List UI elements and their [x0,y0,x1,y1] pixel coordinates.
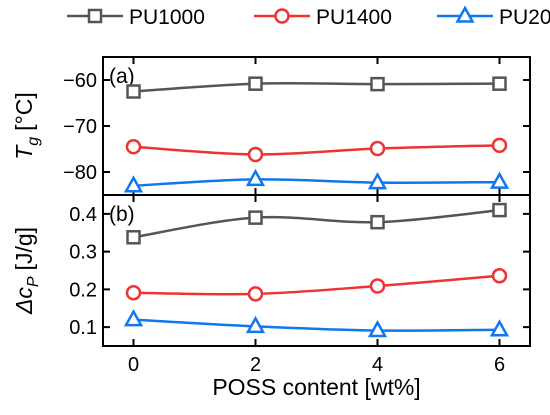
panel-b-y-axis-title-main: Δc [11,287,37,315]
series-line-pu1400 [133,144,500,156]
data-point-pu2000 [123,175,144,193]
legend-marker-square [87,8,103,24]
data-point-pu2000 [489,171,510,189]
panel-a-series [123,76,510,193]
panel-b-y-axis-title: ΔcP [J/g] [11,227,42,315]
y-tick-label: 0.1 [69,317,97,339]
series-line-pu1000 [133,208,500,239]
panel-a-y-axis-title-sub: g [25,137,42,146]
data-point-pu1000 [492,76,507,91]
panel-b-y-axis-title-sub: P [25,276,42,287]
y-tick-label: 0.3 [69,242,97,264]
data-point-pu2000 [367,172,388,190]
series-line-pu1400 [133,274,500,296]
legend-entry-pu1000: PU1000 [67,6,205,29]
y-tick-label: −80 [63,162,97,184]
panel-b-y-axis-title-unit: [J/g] [11,227,37,270]
data-point-pu1400 [491,137,508,154]
data-point-pu1400 [491,268,508,284]
data-point-pu1000 [370,214,385,230]
data-point-pu1400 [247,286,264,302]
data-point-pu2000 [245,168,266,187]
data-point-pu2000 [123,309,144,327]
data-point-pu1000 [126,84,141,99]
legend-entry-pu1400: PU1400 [254,6,392,29]
x-tick-label: 2 [250,354,261,376]
legend-marker-triangle [455,5,475,23]
panel-b-x-ticks: 0 2 4 6 [128,195,505,376]
panel-b-series [123,202,510,338]
series-line-pu2000 [133,318,500,332]
legend-label: PU1000 [129,6,205,29]
x-tick-label: 6 [494,354,505,376]
x-tick-label: 0 [128,354,139,376]
panel-a-y-ticks: −80 −70 −60 [63,70,530,184]
panel-a-tg: (a) −80 −70 −60 Tg [°C] [11,56,531,196]
data-point-pu2000 [489,319,510,337]
legend-entry-pu2000: PU2000 [437,5,550,29]
panel-b-y-ticks: 0.1 0.2 0.3 0.4 [69,204,530,339]
series-line-pu2000 [133,178,500,188]
legend-label: PU2000 [499,6,550,29]
y-tick-label: −70 [63,116,97,138]
panel-b-frame [102,194,531,347]
panel-b-label: (b) [109,203,135,226]
data-point-pu1400 [369,140,386,157]
series-line-pu1000 [133,81,500,93]
legend-label: PU1400 [316,6,392,29]
data-point-pu1400 [247,146,264,163]
panel-a-label: (a) [109,65,135,88]
y-tick-label: 0.2 [69,279,97,301]
data-point-pu1000 [492,202,507,218]
data-point-pu1000 [248,76,263,91]
data-point-pu1000 [126,230,141,245]
data-point-pu2000 [245,315,266,334]
panel-a-y-axis-title-unit: [°C] [11,92,37,131]
legend-marker-circle [274,8,290,24]
data-point-pu1400 [125,138,142,155]
data-point-pu1400 [369,278,386,294]
x-tick-label: 4 [372,354,383,376]
data-point-pu1400 [125,285,142,301]
panel-a-y-axis-title-main: T [11,144,37,160]
data-point-pu1000 [248,210,263,225]
panel-a-frame [102,56,531,196]
panel-a-y-axis-title: Tg [°C] [11,92,42,160]
panel-a-x-ticks [132,57,501,195]
data-point-pu2000 [367,319,388,338]
y-tick-label: 0.4 [69,204,97,226]
x-axis-title: POSS content [wt%] [212,374,420,400]
panel-b-dcp: (b) 0.1 0.2 0.3 0.4 0 2 4 6 ΔcP [J/g] [11,194,531,376]
legend: PU1000 PU1400 PU2000 [67,5,550,29]
y-tick-label: −60 [63,70,97,92]
data-point-pu1000 [370,76,385,92]
